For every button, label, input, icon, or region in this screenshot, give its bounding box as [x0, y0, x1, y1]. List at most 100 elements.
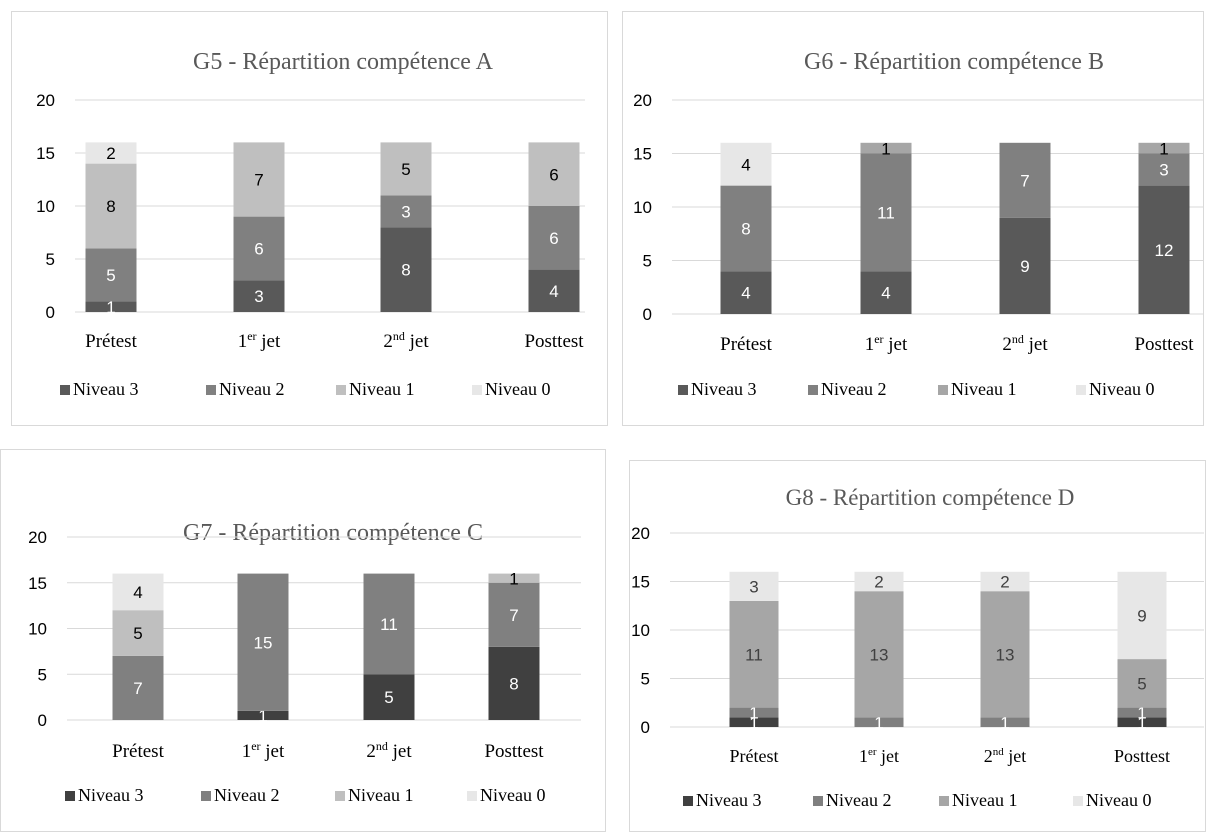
chart-g8: G8 - Répartition compétence D05101520111…	[631, 485, 1204, 810]
x-tick-label: 2nd jet	[366, 739, 412, 762]
bar-segment	[488, 573, 540, 583]
bar-segment	[1117, 717, 1167, 727]
data-label: 5	[1137, 674, 1146, 693]
bar-segment	[380, 142, 432, 196]
x-tick-label-suffix: jet	[405, 331, 429, 352]
bar-segment	[860, 142, 912, 154]
x-tick-label: Posttest	[524, 331, 584, 352]
x-tick-label-base: Prétest	[85, 331, 137, 352]
data-label: 4	[549, 282, 558, 301]
legend-label: Niveau 2	[826, 790, 891, 810]
x-tick-label-base: Posttest	[1114, 746, 1170, 766]
data-label: 6	[549, 229, 558, 248]
legend-swatch	[683, 796, 693, 806]
data-label: 2	[106, 144, 115, 163]
data-label: 5	[106, 266, 115, 285]
data-label: 1	[749, 704, 758, 723]
x-tick-label-base: 1	[242, 741, 252, 762]
x-tick-label: 2nd jet	[984, 746, 1027, 766]
data-label: 1	[1137, 713, 1146, 732]
data-label: 1	[1159, 139, 1168, 158]
y-tick-label: 0	[643, 305, 652, 324]
data-label: 5	[401, 160, 410, 179]
data-label: 7	[509, 606, 518, 625]
x-tick-label-suffix: jet	[884, 334, 908, 355]
x-tick-label: Prétest	[730, 746, 779, 766]
bar-segment	[237, 710, 289, 720]
bar-segment	[1138, 153, 1190, 186]
legend-label: Niveau 3	[691, 379, 756, 399]
data-label: 8	[401, 261, 410, 280]
x-tick-label: Posttest	[484, 741, 544, 762]
chart-g7: G7 - Répartition compétence C05101520754…	[28, 520, 581, 805]
x-tick-label-base: 1	[859, 746, 868, 766]
legend-label: Niveau 1	[951, 379, 1016, 399]
x-tick-label-suffix: jet	[257, 331, 281, 352]
y-tick-label: 0	[46, 303, 55, 322]
chart-g6: G6 - Répartition compétence B 0 5 10 15 20 4 8 4…	[633, 49, 1203, 399]
legend-swatch	[206, 385, 216, 395]
y-tick-label: 5	[641, 670, 650, 689]
legend-label: Niveau 2	[219, 379, 284, 399]
bar-segment	[237, 573, 289, 711]
x-tick-label-base: 2	[984, 746, 993, 766]
x-tick-label: 2nd jet	[1002, 332, 1048, 355]
data-label: 7	[254, 171, 263, 190]
data-label: 13	[996, 645, 1015, 664]
data-label: 1	[1137, 704, 1146, 723]
y-tick-label: 20	[36, 91, 55, 110]
bar-segment	[380, 195, 432, 228]
legend-swatch	[65, 791, 75, 801]
x-tick-label-base: 2	[383, 331, 393, 352]
bar-segment	[528, 269, 580, 312]
y-tick-label: 15	[28, 574, 47, 593]
data-label: 3	[401, 202, 410, 221]
legend-swatch	[1076, 385, 1086, 395]
data-label: 11	[380, 615, 398, 634]
x-tick-label-base: Prétest	[720, 334, 772, 355]
legend-swatch	[467, 791, 477, 801]
x-tick-label-suffix: jet	[261, 741, 285, 762]
legend-swatch	[939, 796, 949, 806]
data-label: 1	[1000, 713, 1009, 732]
legend-swatch	[1073, 796, 1083, 806]
x-tick-label-sup: nd	[993, 746, 1005, 758]
x-tick-label-sup: nd	[376, 739, 388, 753]
legend-label: Niveau 1	[952, 790, 1017, 810]
bar-segment	[85, 301, 137, 312]
x-tick-label-base: 2	[1002, 334, 1012, 355]
bar-segment	[1117, 659, 1167, 708]
data-label: 7	[133, 679, 142, 698]
y-tick-label: 5	[643, 252, 652, 271]
chart-panel-g6: G6 - Répartition compétence B 0 5 10 15 20 4 8 4…	[622, 11, 1204, 426]
x-tick-label: 1er jet	[859, 746, 899, 766]
bar-segment	[112, 655, 164, 720]
legend-swatch	[60, 385, 70, 395]
bar-segment	[854, 571, 904, 592]
x-tick-label-sup: nd	[393, 329, 405, 343]
data-label: 5	[384, 688, 393, 707]
data-label: 2	[874, 573, 883, 592]
x-tick-label-sup: nd	[1012, 332, 1024, 346]
x-tick-label: Posttest	[1114, 746, 1170, 766]
bar-segment	[233, 142, 285, 217]
y-tick-label: 20	[633, 91, 652, 110]
bar-segment	[999, 217, 1051, 314]
bar-segment	[980, 571, 1030, 592]
legend-label: Niveau 2	[821, 379, 886, 399]
x-tick-label-base: Posttest	[524, 331, 584, 352]
x-tick-label: Posttest	[1134, 334, 1194, 355]
chart-panel-g5: G5 - Répartition compétence A 0 5 10 15 20 1 5 8…	[11, 11, 608, 426]
chart-title: G8 - Répartition compétence D	[786, 485, 1075, 510]
legend-swatch	[678, 385, 688, 395]
bar-segment	[380, 227, 432, 312]
legend-label: Niveau 1	[348, 785, 413, 805]
x-tick-label: Prétest	[112, 741, 164, 762]
data-label: 4	[881, 284, 890, 303]
data-label: 11	[877, 203, 895, 222]
data-label: 1	[258, 707, 267, 726]
y-tick-label: 10	[633, 198, 652, 217]
data-label: 4	[133, 583, 142, 602]
bar-segment	[363, 573, 415, 675]
bar-segment	[729, 600, 779, 708]
